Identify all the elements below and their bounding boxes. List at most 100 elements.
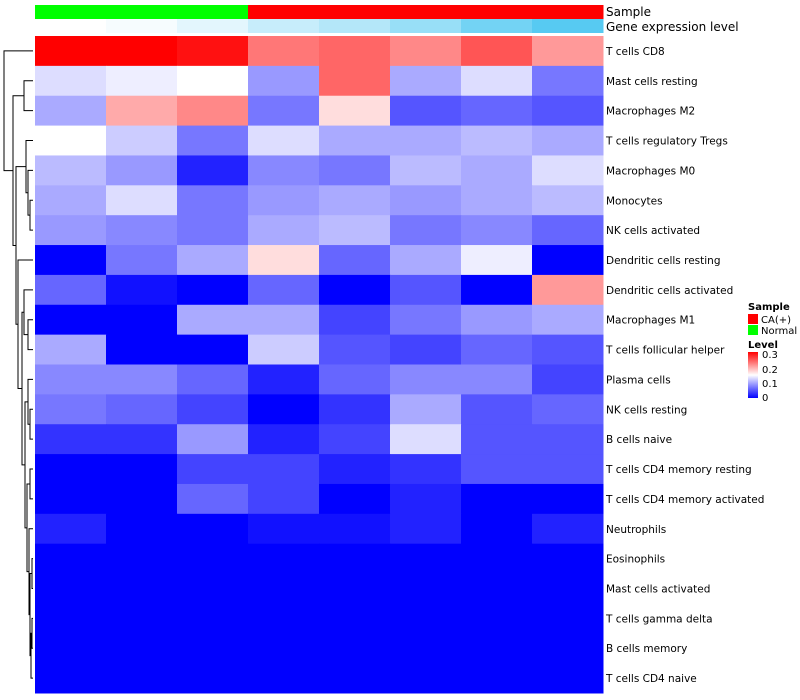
expression-annotation-cell bbox=[35, 19, 107, 33]
heatmap-cell bbox=[319, 245, 391, 276]
heatmap-cell bbox=[106, 155, 178, 186]
row-label: Eosinophils bbox=[606, 554, 665, 566]
heatmap-cell bbox=[106, 394, 178, 425]
heatmap-cell bbox=[35, 245, 107, 276]
heatmap-cell bbox=[248, 543, 320, 575]
heatmap-cell bbox=[319, 65, 391, 97]
row-label: B cells naive bbox=[606, 434, 672, 446]
heatmap-cell bbox=[106, 663, 178, 694]
heatmap-cell bbox=[532, 663, 604, 694]
row-label: Dendritic cells activated bbox=[606, 285, 733, 297]
heatmap-cell bbox=[390, 424, 462, 455]
heatmap-cell bbox=[390, 364, 462, 395]
annotation-labels: Sample Gene expression level bbox=[606, 5, 739, 34]
dendrogram-branch bbox=[3, 50, 33, 172]
heatmap-cell bbox=[390, 215, 462, 246]
heatmap-cell bbox=[461, 483, 533, 515]
heatmap-cell bbox=[106, 424, 178, 455]
row-label: T cells CD8 bbox=[605, 46, 665, 58]
heatmap-cell bbox=[532, 36, 604, 67]
heatmap-cell bbox=[35, 155, 107, 186]
sample-annotation-cell bbox=[35, 5, 107, 19]
heatmap-cell bbox=[390, 185, 462, 216]
heatmap-cell bbox=[461, 573, 533, 604]
heatmap-cell bbox=[319, 364, 391, 395]
heatmap-cell bbox=[248, 95, 320, 127]
heatmap-cell bbox=[177, 125, 249, 156]
legend-label-ca: CA(+) bbox=[761, 315, 791, 326]
heatmap-cell bbox=[532, 334, 604, 365]
expression-annotation-cell bbox=[177, 19, 249, 33]
heatmap-cell bbox=[390, 274, 462, 306]
legend-sample-title: Sample bbox=[748, 302, 790, 313]
heatmap-cell bbox=[35, 633, 107, 664]
row-label: T cells regulatory Tregs bbox=[605, 136, 728, 148]
heatmap-cell bbox=[390, 65, 462, 97]
heatmap-cell bbox=[390, 603, 462, 634]
heatmap-cell bbox=[532, 603, 604, 634]
heatmap-cell bbox=[532, 95, 604, 127]
heatmap-cell bbox=[248, 155, 320, 186]
heatmap-cell bbox=[248, 454, 320, 485]
sample-annotation-cell bbox=[461, 5, 533, 19]
heatmap-cell bbox=[319, 274, 391, 306]
dendrogram-branch bbox=[27, 319, 33, 351]
row-label: T cells CD4 memory activated bbox=[605, 494, 764, 506]
heatmap-cell bbox=[35, 663, 107, 694]
heatmap-cell bbox=[319, 36, 391, 67]
heatmap-cell bbox=[35, 513, 107, 545]
heatmap-cell bbox=[35, 125, 107, 156]
heatmap-cell bbox=[248, 125, 320, 156]
row-label: Dendritic cells resting bbox=[606, 255, 721, 267]
legend-tick-2: 0.1 bbox=[762, 379, 778, 390]
heatmap-cell bbox=[390, 543, 462, 575]
heatmap-cell bbox=[390, 573, 462, 604]
heatmap-cell bbox=[248, 394, 320, 425]
heatmap-cell bbox=[461, 543, 533, 575]
heatmap-cell bbox=[35, 65, 107, 97]
heatmap-cells bbox=[35, 36, 604, 694]
heatmap-cell bbox=[177, 663, 249, 694]
heatmap-cell bbox=[106, 274, 178, 306]
row-label: NK cells activated bbox=[606, 225, 700, 237]
heatmap-cell bbox=[35, 215, 107, 246]
legend-tick-1: 0.2 bbox=[762, 365, 778, 376]
row-dendrogram bbox=[3, 50, 33, 679]
heatmap-cell bbox=[461, 65, 533, 97]
heatmap-cell bbox=[177, 36, 249, 67]
heatmap-cell bbox=[390, 245, 462, 276]
dendrogram-branch bbox=[31, 617, 33, 649]
heatmap-cell bbox=[390, 125, 462, 156]
legend-level-title: Level bbox=[748, 340, 778, 351]
heatmap-cell bbox=[461, 454, 533, 485]
row-label: T cells CD4 memory resting bbox=[605, 464, 752, 476]
heatmap-cell bbox=[390, 394, 462, 425]
heatmap-cell bbox=[319, 633, 391, 664]
heatmap-cell bbox=[177, 573, 249, 604]
sample-annotation-cell bbox=[390, 5, 462, 19]
row-label: Macrophages M1 bbox=[606, 315, 695, 327]
legend-tick-3: 0 bbox=[762, 393, 768, 404]
heatmap-cell bbox=[177, 513, 249, 545]
expression-annotation-cell bbox=[106, 19, 178, 33]
heatmap-cell bbox=[390, 155, 462, 186]
heatmap-cell bbox=[390, 95, 462, 127]
sample-annotation-cell bbox=[106, 5, 178, 19]
heatmap-cell bbox=[177, 394, 249, 425]
heatmap-cell bbox=[461, 215, 533, 246]
row-label: Macrophages M2 bbox=[606, 106, 695, 118]
heatmap-cell bbox=[461, 185, 533, 216]
heatmap-cell bbox=[390, 454, 462, 485]
heatmap-cell bbox=[106, 65, 178, 97]
heatmap-cell bbox=[177, 424, 249, 455]
heatmap-cell bbox=[532, 483, 604, 515]
heatmap-cell bbox=[248, 633, 320, 664]
row-label: Neutrophils bbox=[606, 524, 666, 536]
heatmap-cell bbox=[106, 245, 178, 276]
heatmap-cell bbox=[532, 454, 604, 485]
heatmap-cell bbox=[461, 663, 533, 694]
annotation-bars bbox=[35, 5, 604, 33]
heatmap-cell bbox=[461, 155, 533, 186]
heatmap-cell bbox=[106, 633, 178, 664]
heatmap-cell bbox=[532, 573, 604, 604]
